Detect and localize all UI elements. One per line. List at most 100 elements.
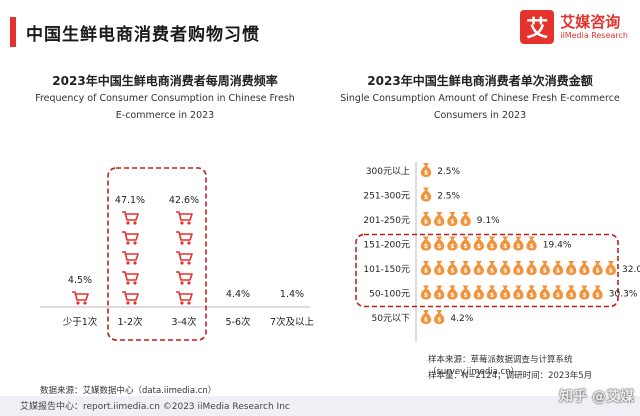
sample-source-note: 样本来源：草莓派数据调查与计算系统（survey.iimedia.cn） [428, 355, 573, 377]
page-title: 中国生鲜电商消费者购物习惯 [26, 24, 260, 45]
amount-bar [420, 285, 603, 300]
right-chart-subtitle-line: Single Consumption Amount of Chinese Fre… [340, 93, 620, 104]
frequency-value-label: 42.6% [169, 195, 199, 206]
money-bag-icon [486, 236, 498, 251]
money-bag-icon [500, 285, 511, 300]
frequency-category-label: 5-6次 [225, 316, 251, 328]
cart-icon [175, 251, 193, 266]
brand-name: 艾媒咨询 [560, 12, 621, 31]
money-bag-icon [592, 261, 603, 275]
cart-icon [175, 271, 193, 286]
amount-category-label: 201-250元 [363, 216, 410, 226]
cart-icon [175, 291, 193, 306]
frequency-bar [121, 211, 139, 306]
money-bag-icon [420, 163, 432, 177]
money-bag-icon [420, 310, 432, 324]
right-chart-title: 2023年中国生鲜电商消费者单次消费金额 [367, 74, 593, 88]
left-chart-title: 2023年中国生鲜电商消费者每周消费频率 [52, 74, 278, 88]
money-bag-icon [552, 261, 564, 275]
amount-bar [420, 261, 616, 275]
cart-icon [121, 211, 139, 226]
money-bag-icon [513, 236, 524, 251]
money-bag-icon [420, 187, 432, 202]
money-bag-icon [420, 261, 432, 275]
amount-value-label: 2.5% [437, 192, 460, 202]
cart-icon [175, 211, 193, 226]
amount-category-label: 101-150元 [363, 265, 410, 275]
amount-value-label: 9.1% [477, 216, 500, 226]
money-bag-icon [447, 212, 458, 226]
amount-value-label: 30.3% [609, 290, 638, 300]
sample-size-note: 样本量：N=2124；调研时间：2023年5月 [428, 371, 593, 381]
money-bag-icon [473, 261, 484, 275]
footer-text: 艾媒报告中心：report.iimedia.cn ©2023 iiMedia R… [20, 402, 290, 412]
left-chart-subtitle-line: E-commerce in 2023 [115, 110, 215, 121]
money-bag-icon [420, 212, 432, 226]
frequency-category-label: 3-4次 [171, 316, 197, 328]
money-bag-icon [552, 285, 564, 300]
money-bag-icon [539, 285, 550, 300]
frequency-bar [71, 291, 89, 306]
frequency-value-label: 1.4% [280, 289, 304, 300]
money-bag-icon [434, 285, 445, 300]
money-bag-icon [460, 236, 471, 251]
money-bag-icon [513, 285, 524, 300]
money-bag-icon [526, 285, 537, 300]
cart-icon [121, 291, 139, 306]
amount-bar [420, 212, 471, 226]
brand-logo: 艾 艾媒咨询 iiMedia Research [520, 10, 628, 44]
amount-bar [420, 187, 432, 202]
amount-value-label: 2.5% [437, 167, 460, 177]
money-bag-icon [460, 285, 471, 300]
money-bag-icon [500, 236, 511, 251]
money-bag-icon [434, 310, 445, 324]
frequency-value-label: 4.5% [68, 275, 92, 286]
left-highlight-box [107, 167, 207, 341]
amount-bar [420, 310, 445, 324]
money-bag-icon [434, 212, 445, 226]
brand-subtitle: iiMedia Research [560, 30, 628, 40]
money-bag-icon [420, 285, 432, 300]
money-bag-icon [486, 261, 498, 275]
money-bag-icon [500, 261, 511, 275]
amount-category-label: 50元以下 [372, 314, 410, 324]
money-bag-icon [526, 261, 537, 275]
money-bag-icon [539, 261, 550, 275]
right-chart-amount: $ 300元以上 2.5%251-300元 2.5%201-250元 9.1%151-… [355, 162, 640, 342]
left-chart-frequency: 4.5% 少于1次 47.1% 1-2次 42.6% 3-4次 4.4% 5-6次 1.4% 7次… [40, 167, 315, 341]
money-bag-icon [579, 285, 590, 300]
cart-icon [71, 291, 89, 306]
amount-category-label: 50-100元 [369, 290, 410, 300]
money-bag-icon [460, 212, 471, 226]
money-bag-icon [566, 285, 577, 300]
money-bag-icon [420, 236, 432, 251]
amount-value-label: 32.0% [622, 265, 640, 275]
brand-logo-icon: 艾 [520, 10, 555, 44]
money-bag-icon [460, 261, 471, 275]
page-title-bar: 中国生鲜电商消费者购物习惯 [10, 14, 260, 50]
money-bag-icon [447, 236, 458, 251]
frequency-value-label: 4.4% [226, 289, 250, 300]
frequency-bar [175, 211, 193, 306]
frequency-category-label: 1-2次 [117, 316, 143, 328]
left-chart-subtitle: Frequency of Consumer Consumption in Chi… [20, 90, 310, 124]
money-bag-icon [434, 261, 445, 275]
frequency-category-label: 7次及以上 [270, 316, 315, 328]
amount-bar [420, 163, 432, 177]
left-chart-subtitle-line: Frequency of Consumer Consumption in Chi… [35, 93, 295, 104]
cart-icon [121, 231, 139, 246]
money-bag-icon [526, 236, 537, 251]
money-bag-icon [605, 261, 616, 275]
data-source-note: 数据来源：艾媒数据中心（data.iimedia.cn） [40, 386, 217, 396]
right-highlight-box [355, 233, 619, 308]
money-bag-icon [486, 285, 498, 300]
money-bag-icon [513, 261, 524, 275]
money-bag-icon [434, 236, 445, 251]
cart-icon [121, 271, 139, 286]
money-bag-icon [592, 285, 603, 300]
amount-category-label: 251-300元 [363, 192, 410, 202]
cart-icon [121, 251, 139, 266]
title-accent-bar [10, 17, 16, 47]
money-bag-icon [473, 236, 484, 251]
money-bag-icon [447, 285, 458, 300]
